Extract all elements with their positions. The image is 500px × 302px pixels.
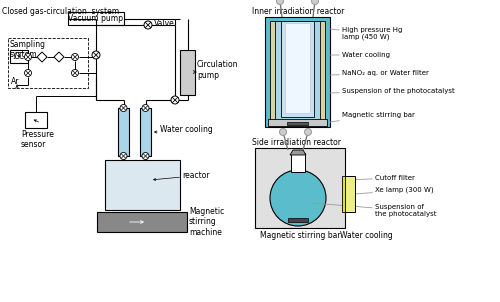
Bar [288,218,308,222]
Bar [255,148,345,228]
Circle shape [24,53,32,60]
Text: Suspension of the photocatalyst: Suspension of the photocatalyst [330,88,455,94]
Text: Water cooling: Water cooling [160,126,213,134]
Polygon shape [54,52,64,62]
Bar [291,153,305,172]
Text: Closed gas-circulation  system: Closed gas-circulation system [2,7,119,16]
Circle shape [72,69,78,76]
Text: Side irradiation reactor: Side irradiation reactor [252,138,341,147]
Bar [281,21,314,117]
Text: GC: GC [14,52,24,61]
Circle shape [304,128,312,136]
Bar [10,50,28,63]
Bar [8,38,88,88]
Circle shape [312,0,318,5]
Bar [268,119,327,126]
Text: NaNO₂ aq. or Water filter: NaNO₂ aq. or Water filter [330,70,429,76]
Text: Water cooling: Water cooling [330,52,390,58]
Circle shape [280,128,286,136]
Bar [287,122,308,125]
Circle shape [171,96,179,104]
Circle shape [144,21,152,29]
Text: Inner irradiation reactor: Inner irradiation reactor [252,7,344,16]
Text: Magnetic
stirring
machine: Magnetic stirring machine [189,207,224,237]
Bar [68,12,124,25]
Bar [97,212,187,232]
Polygon shape [290,150,306,155]
Bar [180,50,195,95]
Polygon shape [37,52,47,62]
Circle shape [142,153,149,159]
Text: Circulation
pump: Circulation pump [197,60,238,80]
Bar [270,21,325,121]
Circle shape [142,104,149,111]
Text: High pressure Hg
lamp (450 W): High pressure Hg lamp (450 W) [330,27,402,40]
Text: Ar: Ar [11,77,20,86]
Text: reactor: reactor [182,171,210,179]
Circle shape [276,0,283,5]
Text: Magnetic stirring bar: Magnetic stirring bar [260,231,340,240]
Bar [140,108,151,156]
Circle shape [72,53,78,60]
Text: Magnetic stirring bar: Magnetic stirring bar [330,112,415,122]
Bar [275,21,320,121]
Bar [105,160,180,210]
Bar [285,23,310,113]
Bar [345,176,355,212]
Text: Sampling
system: Sampling system [10,40,46,59]
Circle shape [24,69,32,76]
Bar [342,176,345,212]
Circle shape [92,51,100,59]
Circle shape [270,170,326,226]
Circle shape [120,153,127,159]
Text: Water cooling: Water cooling [340,231,393,240]
Text: Valve: Valve [154,19,175,28]
Circle shape [120,104,127,111]
Bar [265,17,330,127]
Text: Cutoff filter: Cutoff filter [345,175,415,181]
Text: Suspension of
the photocatalyst: Suspension of the photocatalyst [312,203,436,217]
Text: Vacuum pump: Vacuum pump [68,14,124,23]
Bar [118,108,129,156]
Text: Xe lamp (300 W): Xe lamp (300 W) [355,187,434,194]
Text: Pressure
sensor: Pressure sensor [21,130,54,149]
Bar [25,112,47,128]
